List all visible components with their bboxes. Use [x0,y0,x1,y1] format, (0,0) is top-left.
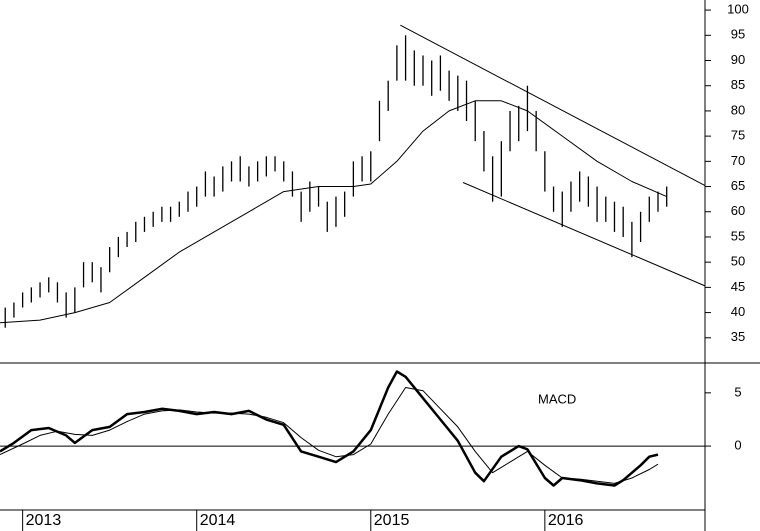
y-tick-label: 50 [731,254,745,269]
macd-line [0,387,659,484]
x-tick-label: 2016 [548,512,584,529]
y-tick-label: 75 [731,128,745,143]
y-tick-label: 95 [731,27,745,42]
y-tick-label: 70 [731,153,745,168]
y-tick-label: 100 [727,2,749,17]
y-tick-label: 65 [731,178,745,193]
macd-title: MACD [538,391,576,406]
x-tick-label: 2014 [200,512,236,529]
moving-average [0,100,667,324]
trend-line [400,24,706,186]
y-tick-label: 45 [731,279,745,294]
y-tick-label: 55 [731,228,745,243]
y-tick-label: 60 [731,203,745,218]
y-tick-label: 80 [731,102,745,117]
y-tick-label: 40 [731,304,745,319]
y-tick-label: 35 [731,329,745,344]
trend-line [462,182,706,287]
x-tick-label: 2015 [374,512,410,529]
y-tick-label: 0 [734,438,741,453]
y-tick-label: 5 [734,384,741,399]
x-tick-label: 2013 [26,512,62,529]
macd-line [0,370,659,487]
y-tick-label: 90 [731,52,745,67]
y-tick-label: 85 [731,77,745,92]
